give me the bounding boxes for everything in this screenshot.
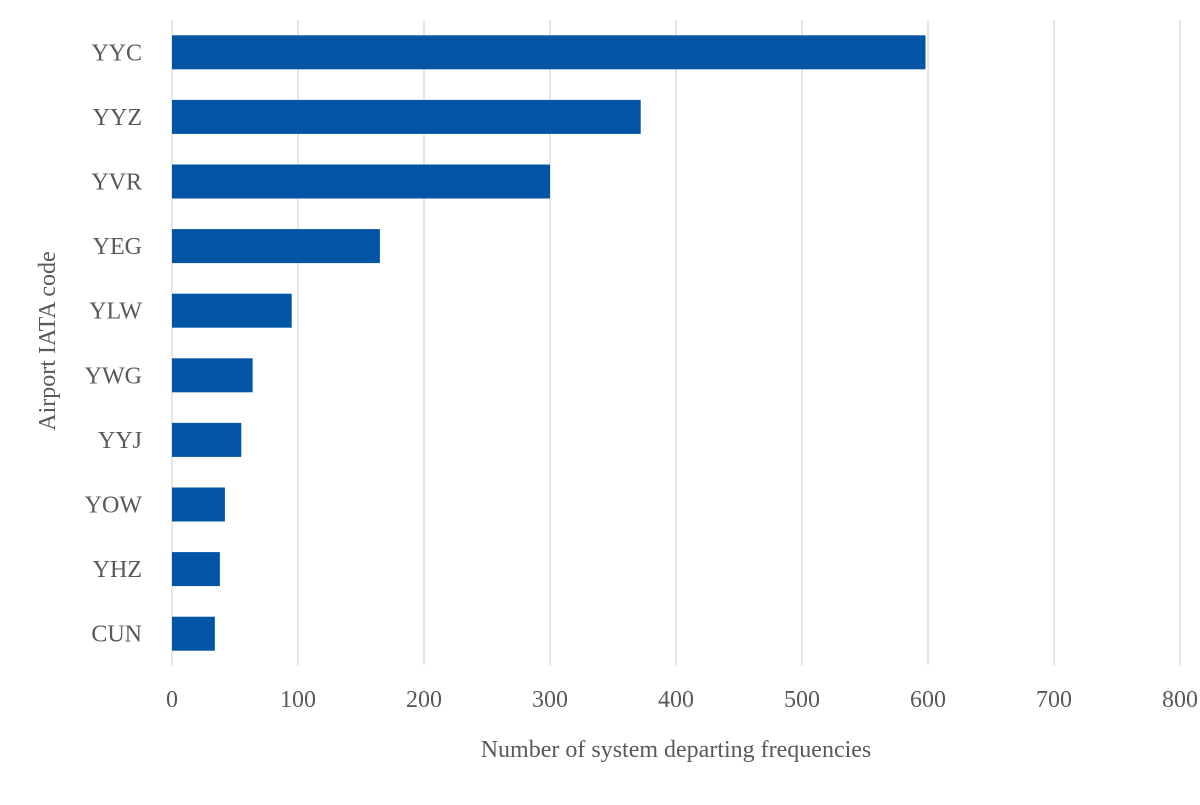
x-tick-label: 100: [280, 687, 316, 713]
bar-yhz: [172, 552, 220, 587]
x-tick-label: 200: [406, 687, 442, 713]
x-tick-label: 400: [658, 687, 694, 713]
bar-cun: [172, 616, 215, 651]
x-tick-label: 600: [910, 687, 946, 713]
bar-yyz: [172, 99, 641, 134]
bar-yyc: [172, 35, 926, 70]
bar-ywg: [172, 358, 253, 393]
x-tick-label: 500: [784, 687, 820, 713]
y-tick-label: YEG: [93, 234, 142, 260]
x-tick-labels: 0 100 200 300 400 500 600 700 800: [166, 687, 1198, 713]
x-tick-label: 700: [1036, 687, 1072, 713]
x-tick-label: 300: [532, 687, 568, 713]
y-tick-label: YWG: [85, 363, 142, 389]
y-tick-label: CUN: [91, 622, 142, 648]
x-tick-label: 800: [1162, 687, 1198, 713]
bar-ylw: [172, 293, 292, 328]
y-tick-label: YOW: [85, 493, 143, 519]
y-tick-label: YYZ: [93, 105, 142, 131]
bar-yyj: [172, 422, 242, 457]
y-tick-label: YYC: [91, 40, 142, 66]
bars: [172, 35, 926, 651]
y-tick-label: YHZ: [93, 557, 142, 583]
x-axis-title: Number of system departing frequencies: [481, 737, 872, 763]
y-tick-label: YYJ: [98, 428, 142, 454]
bar-yvr: [172, 164, 550, 199]
y-tick-label: YLW: [89, 299, 142, 325]
bar-yow: [172, 487, 225, 522]
y-axis-title: Airport IATA code: [35, 251, 61, 430]
x-tick-label: 0: [166, 687, 178, 713]
y-tick-labels: YYC YYZ YVR YEG YLW YWG YYJ YOW YHZ CUN: [85, 40, 143, 647]
bar-yeg: [172, 229, 380, 264]
y-tick-label: YVR: [91, 170, 142, 196]
